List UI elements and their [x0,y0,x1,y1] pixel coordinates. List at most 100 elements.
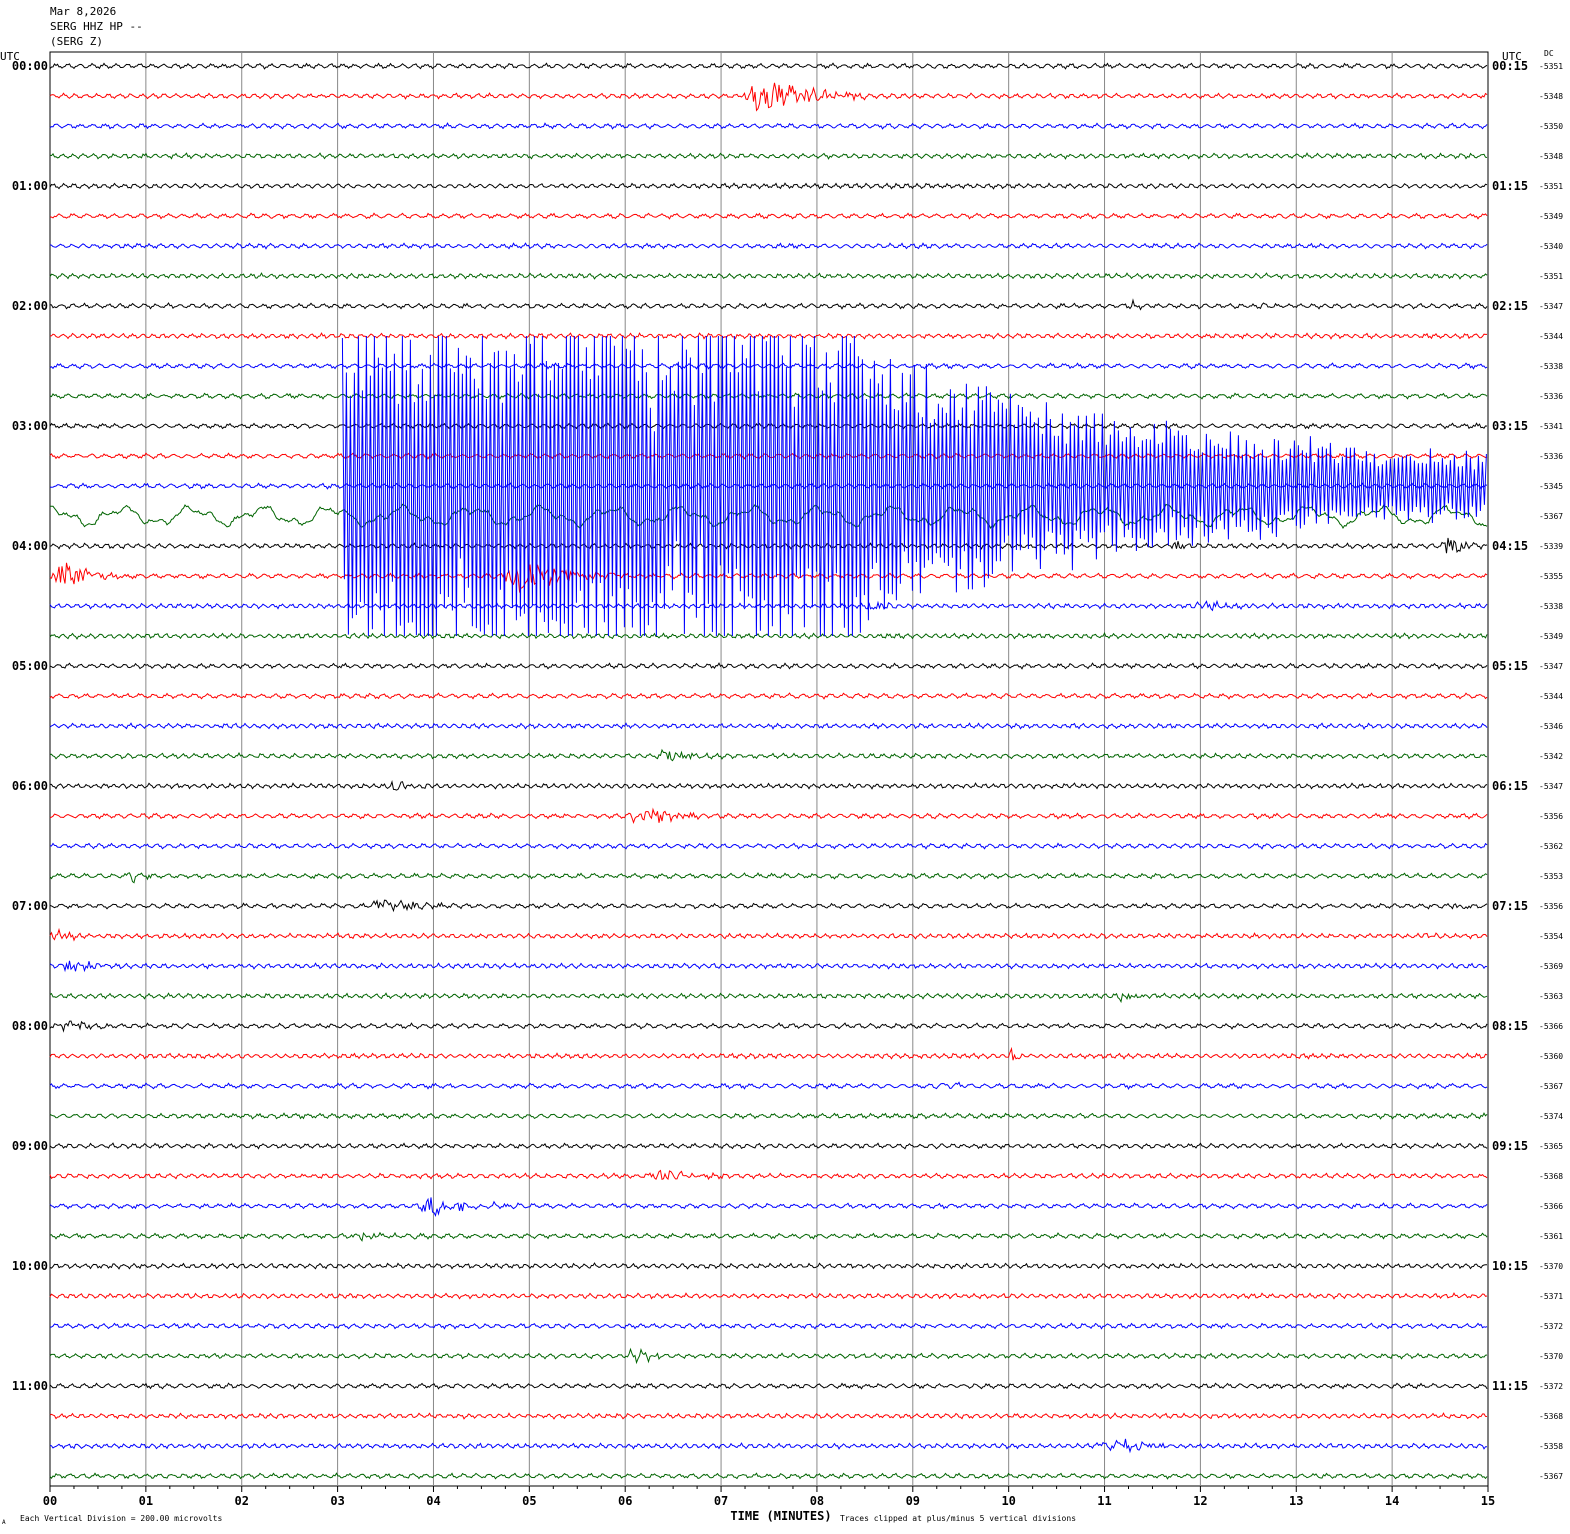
dc-offset-label: -5347 [1539,662,1563,671]
dc-offset-label: -5347 [1539,782,1563,791]
seismic-trace [49,748,1488,762]
seismic-trace [50,780,1488,791]
seismic-trace [49,82,1488,112]
dc-offset-label: -5374 [1539,1112,1563,1121]
x-tick-label: 06 [618,1494,632,1508]
seismic-trace [49,1169,1488,1181]
dc-offset-label: -5344 [1539,332,1563,341]
dc-offset-label: -5362 [1539,842,1563,851]
plot-grid [49,51,1489,1492]
right-time-label: 10:15 [1492,1259,1528,1273]
plot-frame [49,51,1489,1487]
seismic-trace [49,1412,1488,1420]
dc-offset-label: -5339 [1539,542,1563,551]
x-tick-label: 03 [330,1494,344,1508]
dc-offset-label: -5356 [1539,812,1563,821]
dc-offset-label: -5351 [1539,62,1563,71]
seismic-trace [49,927,1488,942]
seismic-trace [49,182,1488,190]
dc-offset-label: -5336 [1539,392,1563,401]
x-tick-label: 08 [810,1494,824,1508]
x-tick-label: 00 [43,1494,57,1508]
dc-offset-label: -5358 [1539,1442,1563,1451]
plot-labels: 00 01 02 03 04 05 06 07 08 09 10 11 12 13 14 15 -5351 -53… [0,49,1563,1526]
dc-offset-label: -5349 [1539,212,1563,221]
x-tick-label: 07 [714,1494,728,1508]
dc-offset-label: -5351 [1539,272,1563,281]
dc-offset-label: -5354 [1539,932,1563,941]
seismic-trace [49,272,1488,280]
x-axis-title: TIME (MINUTES) [730,1509,831,1523]
right-utc-label: UTC [1502,50,1522,63]
dc-offset-label: -5371 [1539,1292,1563,1301]
left-time-label: 06:00 [12,779,48,793]
dc-offset-label: -5338 [1539,362,1563,371]
dc-offset-label: -5348 [1539,92,1563,101]
x-tick-label: 09 [906,1494,920,1508]
seismic-trace [49,122,1488,130]
clipped-burst-trace [341,335,1487,637]
seismic-trace [49,298,1488,311]
dc-offset-label: -5361 [1539,1232,1563,1241]
seismic-trace [49,872,1488,884]
dc-offset-label: -5344 [1539,692,1563,701]
right-time-label: 09:15 [1492,1139,1528,1153]
seismic-trace [49,992,1488,1004]
dc-offset-label: -5370 [1539,1352,1563,1361]
left-time-label: 04:00 [12,539,48,553]
dc-offset-label: -5368 [1539,1172,1563,1181]
header-station-paren: (SERG Z) [50,35,103,48]
dc-offset-label: -5369 [1539,962,1563,971]
left-time-label: 09:00 [12,1139,48,1153]
dc-offset-label: -5367 [1539,512,1563,521]
left-time-label: 01:00 [12,179,48,193]
seismic-trace [49,362,1488,370]
x-tick-label: 13 [1289,1494,1303,1508]
seismic-trace [49,899,1488,913]
seismic-trace [49,1472,1488,1480]
dc-offset-label: -5351 [1539,182,1563,191]
seismic-trace [49,152,1488,160]
dc-offset-label: -5336 [1539,452,1563,461]
dc-offset-label: -5348 [1539,152,1563,161]
seismic-trace [49,662,1488,670]
left-time-label: 00:00 [12,59,48,73]
dc-offset-label: -5349 [1539,632,1563,641]
dc-offset-label: -5367 [1539,1472,1563,1481]
seismic-trace [49,332,1487,340]
left-time-label: 05:00 [12,659,48,673]
left-time-label: 10:00 [12,1259,48,1273]
left-time-label: 03:00 [12,419,48,433]
x-tick-label: 12 [1193,1494,1207,1508]
corner-mark: A [2,1519,6,1526]
x-tick-label: 15 [1481,1494,1495,1508]
dc-offset-label: -5355 [1539,572,1563,581]
seismic-trace [49,692,1488,700]
dc-offset-label: -5338 [1539,602,1563,611]
dc-offset-label: -5367 [1539,1082,1563,1091]
dc-offset-label: -5372 [1539,1322,1563,1331]
dc-offset-label: -5370 [1539,1262,1563,1271]
dc-offset-label: -5345 [1539,482,1563,491]
x-tick-label: 02 [235,1494,249,1508]
dc-offset-label: -5360 [1539,1052,1563,1061]
seismic-trace [49,1046,1488,1061]
seismic-trace [49,62,1488,70]
left-time-label: 02:00 [12,299,48,313]
right-time-label: 00:15 [1492,59,1528,73]
dc-offset-label: -5366 [1539,1202,1563,1211]
dc-offset-label: -5342 [1539,752,1563,761]
seismic-trace [49,1081,1488,1090]
right-time-label: 06:15 [1492,779,1528,793]
left-time-label: 07:00 [12,899,48,913]
seismic-trace [49,960,1488,973]
seismic-trace [49,212,1488,220]
dc-offset-label: -5356 [1539,902,1563,911]
header-date: Mar 8,2026 [50,5,117,18]
x-tick-label: 10 [1001,1494,1015,1508]
seismic-trace [49,1347,1488,1365]
x-tick-label: 11 [1097,1494,1111,1508]
left-utc-label: UTC [0,50,20,63]
right-time-label: 08:15 [1492,1019,1528,1033]
